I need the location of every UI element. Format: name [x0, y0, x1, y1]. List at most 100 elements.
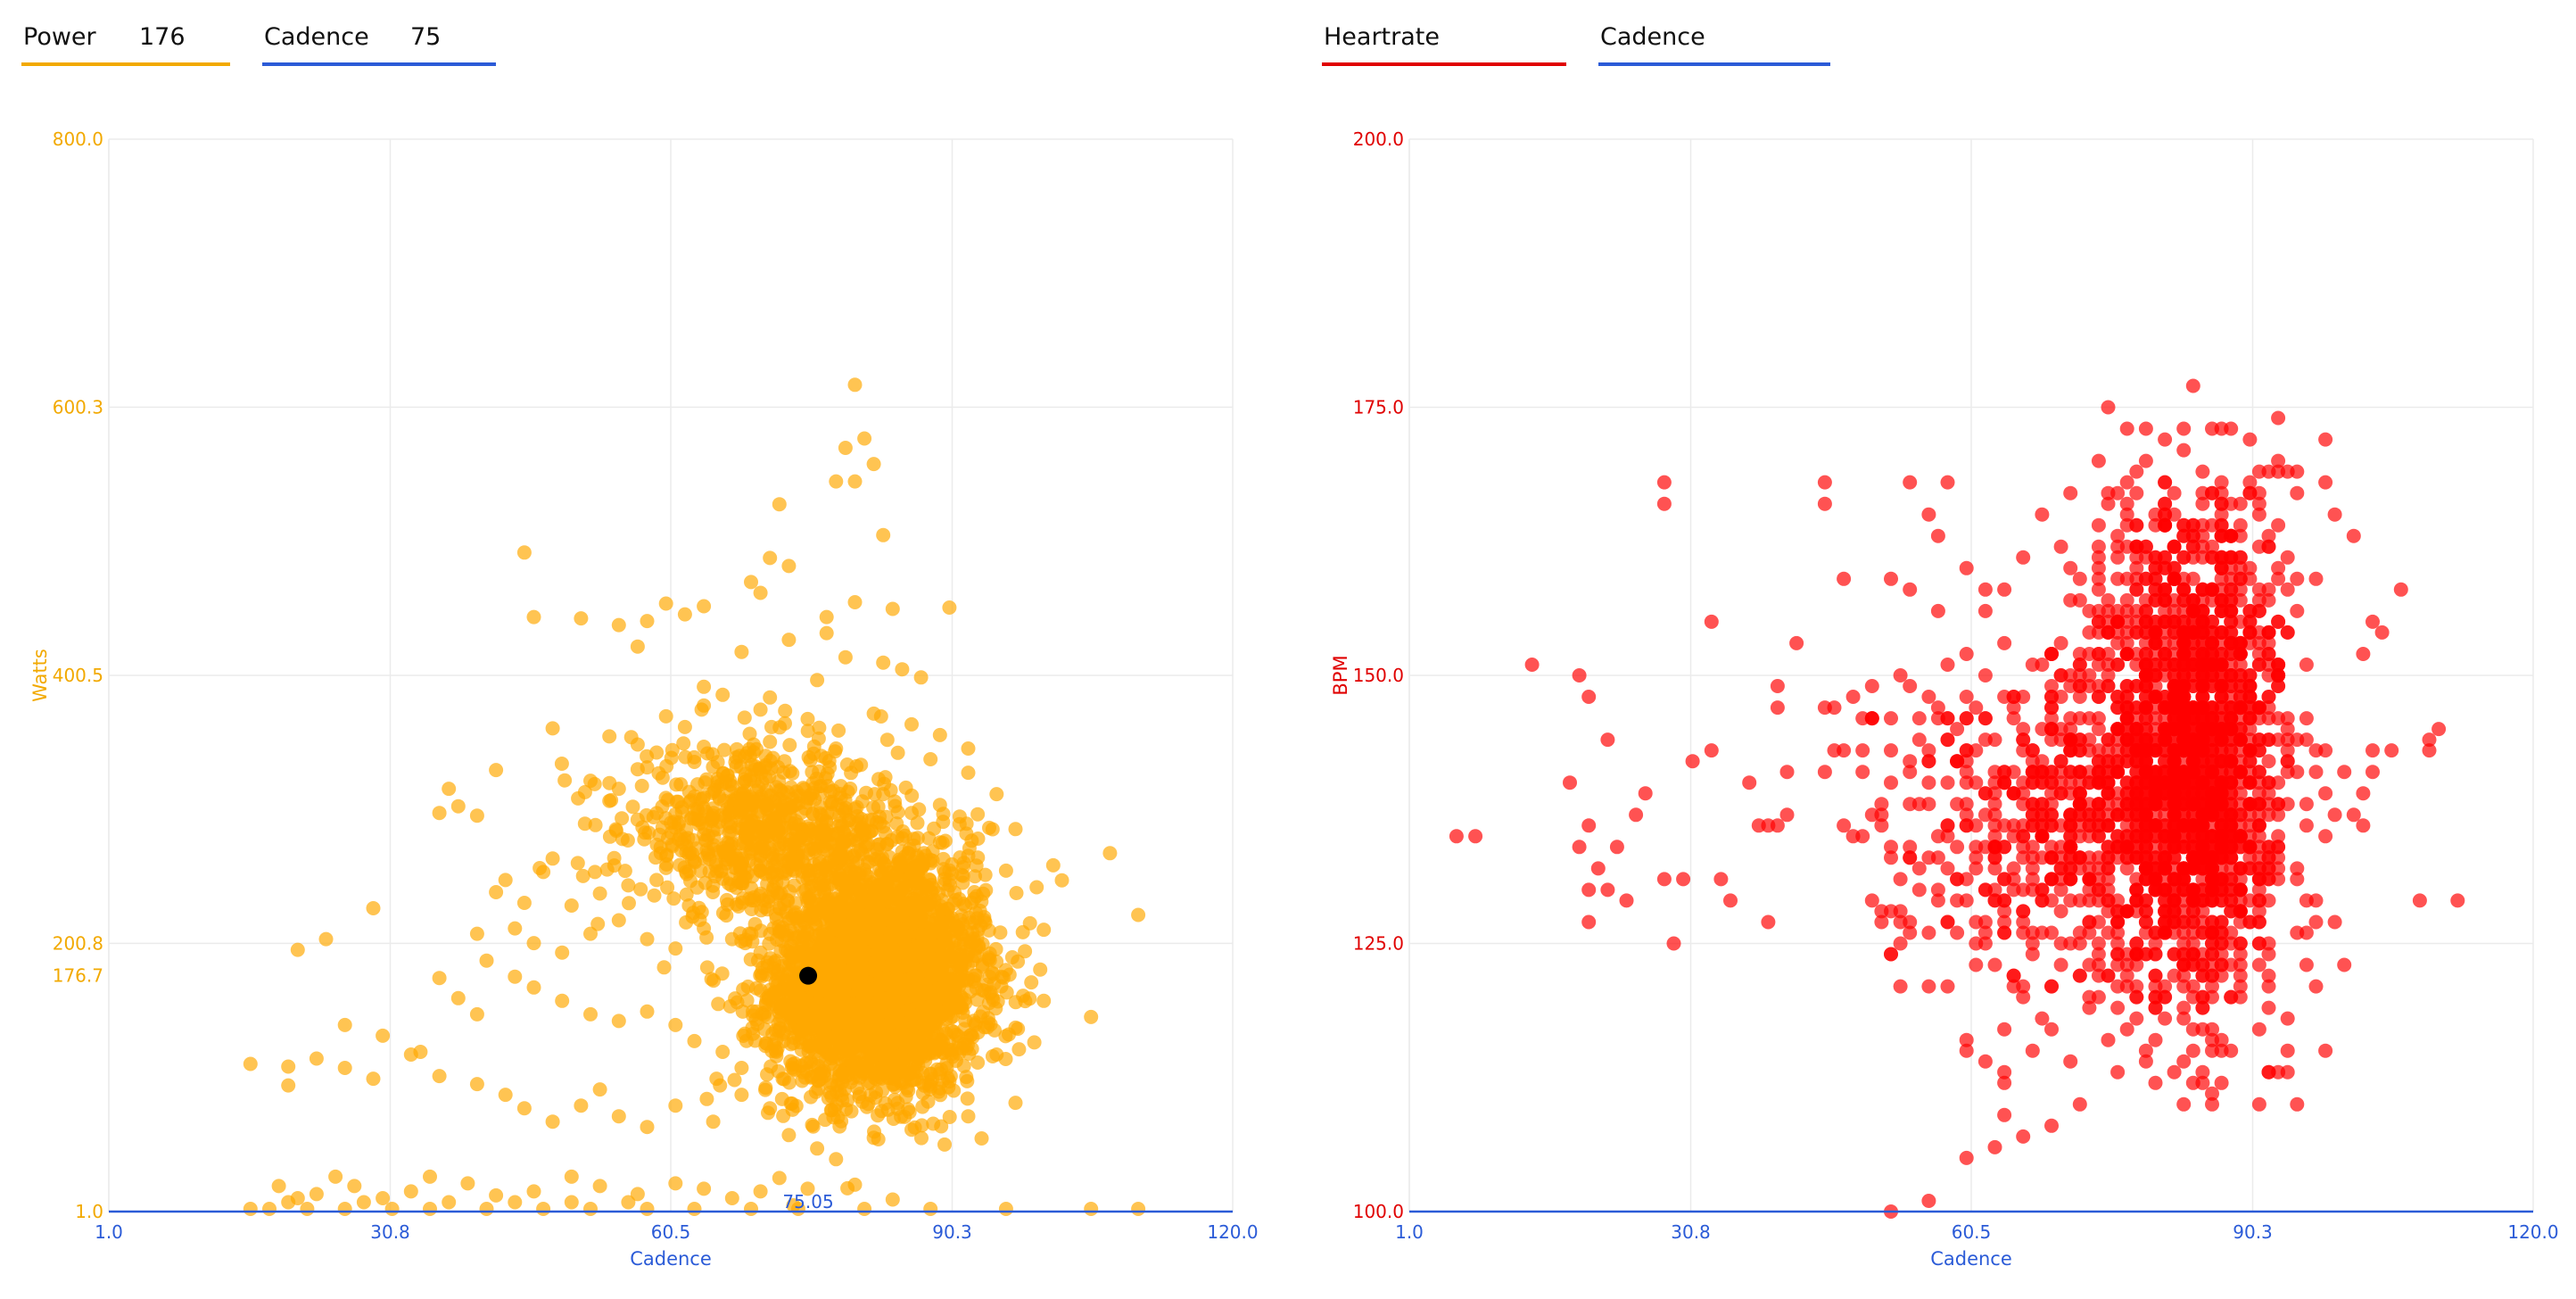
scatter-point — [837, 987, 852, 1002]
scatter-point — [2176, 421, 2192, 436]
scatter-point — [810, 1141, 825, 1156]
scatter-point — [469, 1006, 484, 1022]
heartrate-cadence-chart[interactable]: 1.0 30.8 60.5 90.3 120.0100.0125.0150.0175.0… — [1330, 128, 2559, 1270]
scatter-point — [747, 893, 762, 908]
scatter-point — [1656, 872, 1672, 887]
scatter-point — [403, 1184, 418, 1199]
scatter-point — [243, 1202, 258, 1216]
scatter-point — [871, 1108, 886, 1123]
scatter-point — [970, 1055, 986, 1070]
scatter-point — [1930, 528, 1945, 543]
legend-item-heartrate[interactable]: Heartrate — [1322, 21, 1566, 66]
scatter-point — [2365, 614, 2380, 629]
scatter-point — [1723, 893, 1738, 908]
scatter-point — [958, 898, 973, 914]
scatter-point — [770, 885, 785, 900]
scatter-point — [904, 716, 919, 732]
cursor-y-label: 176.7 — [53, 965, 103, 987]
scatter-point — [744, 575, 758, 590]
scatter-point — [679, 823, 694, 838]
legend-item-power[interactable]: Power 176 — [21, 21, 230, 66]
scatter-point — [759, 783, 774, 798]
scatter-point — [899, 1068, 914, 1083]
scatter-point — [710, 755, 725, 770]
scatter-point — [337, 1017, 352, 1032]
scatter-point — [2101, 1032, 2116, 1047]
scatter-point — [960, 1073, 975, 1088]
scatter-point — [574, 1098, 589, 1113]
scatter-point — [555, 945, 570, 960]
scatter-point — [850, 1080, 865, 1096]
scatter-point — [824, 1007, 839, 1022]
scatter-point — [942, 949, 956, 964]
scatter-point — [753, 702, 768, 717]
scatter-point — [692, 913, 707, 928]
scatter-point — [1770, 679, 1785, 693]
scatter-point — [1997, 582, 2012, 597]
scatter-point — [760, 1067, 774, 1082]
scatter-point — [516, 545, 532, 560]
scatter-point — [907, 1120, 922, 1135]
scatter-point — [1903, 475, 1918, 490]
scatter-point — [243, 1056, 258, 1071]
scatter-point — [2356, 818, 2371, 833]
legend-item-cadence-left[interactable]: Cadence 75 — [262, 21, 496, 66]
scatter-point — [1959, 560, 1974, 575]
scatter-point — [1704, 614, 1719, 629]
power-cadence-chart[interactable]: 1.0 30.8 60.5 90.3 120.01.0200.8400.5600.380… — [29, 128, 1259, 1270]
scatter-point — [858, 931, 873, 946]
scatter-point — [978, 867, 993, 882]
scatter-point — [840, 1180, 855, 1196]
scatter-point — [2337, 765, 2352, 780]
scatter-point — [1629, 807, 1644, 823]
scatter-point — [838, 1102, 854, 1117]
scatter-point — [753, 1184, 768, 1199]
x-tick-label: 90.3 — [932, 1221, 972, 1243]
scatter-point — [976, 886, 991, 901]
scatter-point — [901, 953, 916, 968]
scatter-point — [825, 973, 840, 989]
scatter-point — [1921, 979, 1936, 994]
legend-value-cadence-left: 75 — [410, 23, 442, 51]
scatter-point — [937, 876, 952, 891]
scatter-point — [1977, 603, 1993, 618]
scatter-point — [2044, 1118, 2059, 1133]
scatter-point — [611, 913, 626, 928]
y-tick-label: 800.0 — [53, 128, 103, 150]
scatter-point — [555, 993, 570, 1008]
scatter-point — [804, 841, 819, 856]
legend-item-cadence-right[interactable]: Cadence — [1598, 21, 1830, 66]
scatter-point — [1959, 647, 1974, 661]
scatter-point — [917, 1048, 932, 1063]
scatter-point — [926, 1116, 941, 1131]
scatter-point — [905, 970, 921, 985]
scatter-point — [669, 777, 684, 792]
scatter-point — [753, 983, 768, 998]
scatter-point — [1987, 1139, 2002, 1154]
scatter-point — [450, 798, 466, 814]
scatter-point — [715, 1045, 731, 1059]
scatter-point — [910, 815, 925, 831]
scatter-point — [615, 811, 630, 826]
cursor-point[interactable] — [799, 966, 818, 985]
scatter-point — [783, 780, 798, 795]
scatter-point — [570, 856, 585, 871]
scatter-point — [851, 843, 865, 858]
scatter-point — [2185, 1022, 2200, 1037]
scatter-point — [1524, 658, 1540, 672]
scatter-point — [737, 795, 752, 810]
scatter-point — [625, 799, 640, 815]
scatter-point — [711, 997, 726, 1012]
scatter-point — [489, 763, 504, 778]
scatter-point — [290, 942, 305, 957]
scatter-point — [697, 1181, 712, 1196]
scatter-point — [758, 1082, 772, 1097]
scatter-point — [687, 1202, 702, 1216]
scatter-point — [838, 1015, 853, 1030]
scatter-point — [885, 601, 900, 616]
scatter-point — [545, 851, 560, 866]
scatter-point — [649, 873, 665, 888]
scatter-point — [460, 1176, 475, 1191]
scatter-point — [908, 903, 923, 918]
scatter-point — [895, 662, 910, 677]
